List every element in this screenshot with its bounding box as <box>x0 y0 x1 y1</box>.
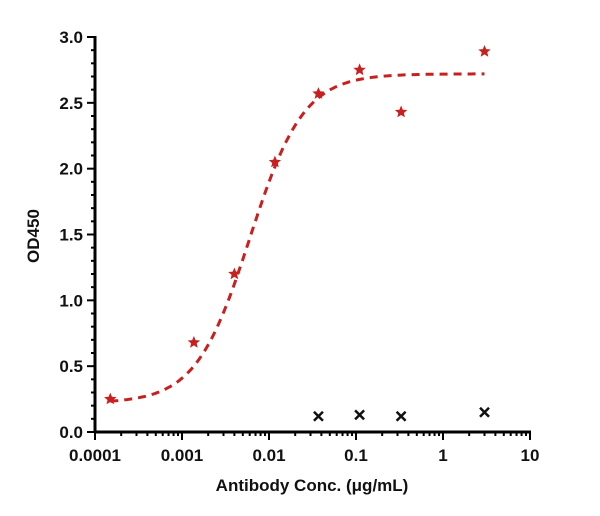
star-marker <box>268 155 282 168</box>
data-points <box>104 45 491 422</box>
x-tick-label: 10 <box>521 446 540 465</box>
star-marker <box>394 105 408 118</box>
star-marker <box>312 87 325 99</box>
x-marker <box>479 406 490 418</box>
star-marker <box>104 392 117 405</box>
y-axis-title: OD450 <box>24 209 43 263</box>
y-tick-label: 2.0 <box>59 160 83 179</box>
x-tick-label: 1 <box>438 446 447 465</box>
x-marker <box>354 409 365 421</box>
y-tick-label: 0.0 <box>59 423 83 442</box>
y-tick-label: 3.0 <box>59 28 83 47</box>
x-marker <box>313 410 324 422</box>
star-marker <box>478 45 491 57</box>
x-marker <box>395 410 407 422</box>
x-tick-label: 0.0001 <box>69 446 121 465</box>
x-tick-label: 0.1 <box>344 446 368 465</box>
y-axis: 0.0 0.5 1.0 1.5 2.0 2.5 3.0 <box>59 28 97 442</box>
y-tick-label: 1.5 <box>59 226 83 245</box>
star-marker <box>353 63 366 76</box>
star-marker <box>228 267 241 280</box>
x-axis-title: Antibody Conc. (μg/mL) <box>216 476 409 495</box>
y-tick-label: 2.5 <box>59 94 83 113</box>
y-tick-label: 1.0 <box>59 291 83 310</box>
fit-curve <box>110 72 485 403</box>
star-marker <box>187 336 201 348</box>
x-axis: 0.0001 0.001 0.01 0.1 1 10 <box>69 430 540 465</box>
x-tick-label: 0.001 <box>161 446 204 465</box>
x-tick-label: 0.01 <box>252 446 285 465</box>
y-tick-label: 0.5 <box>59 357 83 376</box>
